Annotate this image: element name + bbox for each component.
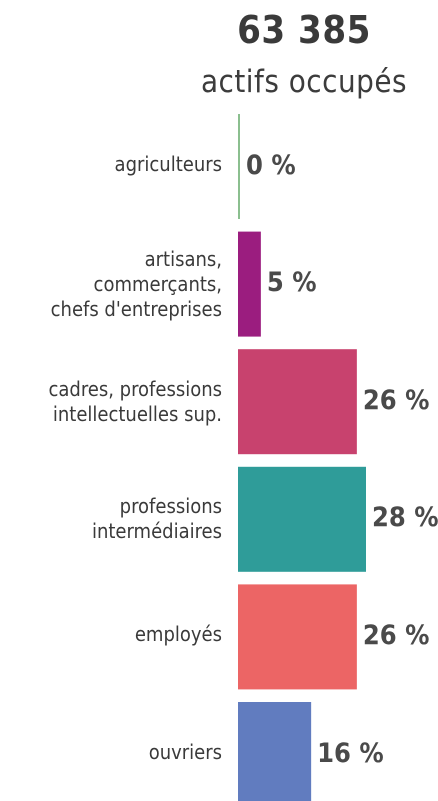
bar-4 bbox=[238, 584, 357, 690]
category-label-5: ouvriers bbox=[148, 740, 222, 764]
category-label-1: artisans, commerçants, chefs d'entreprises bbox=[50, 246, 222, 321]
value-label-1: 5 % bbox=[266, 267, 317, 299]
bar-1 bbox=[238, 231, 261, 337]
value-label-2: 26 % bbox=[362, 384, 430, 416]
category-label-2: cadres, professions intellectuelles sup. bbox=[48, 376, 223, 426]
bar-0 bbox=[238, 114, 240, 219]
value-label-3: 28 % bbox=[372, 502, 438, 534]
total-count: 63 385 bbox=[237, 8, 371, 52]
bar-2 bbox=[238, 349, 357, 455]
subtitle: actifs occupés bbox=[200, 64, 408, 100]
value-label-0: 0 % bbox=[246, 149, 296, 181]
value-label-5: 16 % bbox=[317, 737, 384, 769]
bar-3 bbox=[238, 466, 366, 572]
value-label-4: 26 % bbox=[362, 619, 430, 651]
category-label-0: agriculteurs bbox=[114, 152, 222, 176]
bar-5 bbox=[238, 702, 312, 801]
category-label-3: professions intermédiaires bbox=[91, 494, 222, 544]
category-label-4: employés bbox=[134, 622, 222, 647]
